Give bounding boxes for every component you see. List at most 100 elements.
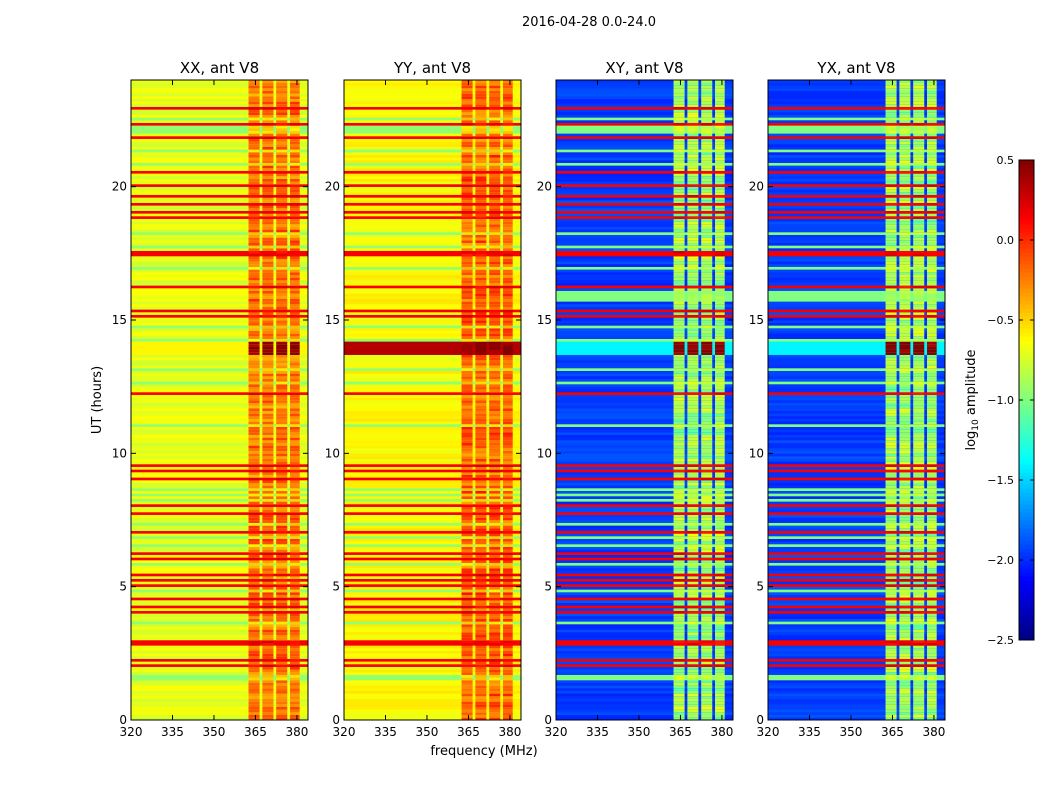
heatmap-cell xyxy=(673,448,685,451)
heatmap-row xyxy=(768,378,945,382)
heatmap-cell xyxy=(899,469,911,473)
heatmap-row xyxy=(768,298,945,302)
heatmap-cell xyxy=(262,573,274,577)
heatmap-row xyxy=(344,560,521,563)
heatmap-cell xyxy=(715,650,725,654)
heatmap-cell xyxy=(885,392,897,395)
heatmap-cell xyxy=(489,333,501,337)
heatmap-row xyxy=(131,442,308,446)
heatmap-cell xyxy=(248,680,260,683)
heatmap-cell xyxy=(927,285,937,289)
heatmap-cell xyxy=(715,136,725,139)
heatmap-cell xyxy=(913,602,925,606)
heatmap-cell xyxy=(927,114,937,118)
heatmap-row xyxy=(344,680,521,683)
heatmap-cell xyxy=(885,541,897,545)
heatmap-cell xyxy=(913,581,925,585)
heatmap-cell xyxy=(927,597,937,601)
heatmap-cell xyxy=(489,568,501,571)
heatmap-cell xyxy=(913,317,925,321)
heatmap-cell xyxy=(927,709,937,713)
heatmap-cell xyxy=(885,146,897,150)
heatmap-cell xyxy=(673,154,685,158)
heatmap-cell xyxy=(899,301,911,305)
heatmap-cell xyxy=(927,538,937,542)
heatmap-cell xyxy=(913,173,925,177)
heatmap-cell xyxy=(276,440,288,443)
heatmap-cell xyxy=(475,266,487,270)
heatmap-row xyxy=(768,200,945,203)
heatmap-cell xyxy=(885,101,897,105)
heatmap-cell xyxy=(899,621,911,625)
heatmap-row xyxy=(131,450,308,454)
heatmap-cell xyxy=(885,464,897,467)
heatmap-cell xyxy=(899,197,911,201)
heatmap-row xyxy=(344,216,521,219)
heatmap-cell xyxy=(248,586,260,590)
heatmap-cell xyxy=(489,466,501,470)
heatmap-row xyxy=(768,80,945,83)
heatmap-cell xyxy=(899,674,911,678)
heatmap-cell xyxy=(673,184,685,187)
heatmap-cell xyxy=(475,370,487,374)
heatmap-cell xyxy=(489,610,501,614)
heatmap-row xyxy=(768,445,945,449)
heatmap-cell xyxy=(687,336,699,339)
heatmap-cell xyxy=(687,408,699,411)
heatmap-cell xyxy=(701,301,713,305)
heatmap-cell xyxy=(913,280,925,283)
heatmap-cell xyxy=(899,234,911,238)
heatmap-cell xyxy=(290,269,300,273)
heatmap-row xyxy=(344,96,521,99)
heatmap-cell xyxy=(262,581,274,585)
heatmap-cell xyxy=(489,530,501,534)
heatmap-cell xyxy=(503,208,513,211)
heatmap-cell xyxy=(687,194,699,198)
heatmap-cell xyxy=(701,282,713,286)
heatmap-row xyxy=(131,645,308,649)
heatmap-cell xyxy=(489,250,501,254)
heatmap-cell xyxy=(475,309,487,313)
heatmap-row xyxy=(131,472,308,475)
heatmap-cell xyxy=(475,658,487,662)
heatmap-cell xyxy=(913,312,925,315)
heatmap-cell xyxy=(885,114,897,118)
heatmap-row xyxy=(131,712,308,715)
heatmap-cell xyxy=(687,189,699,193)
heatmap-row xyxy=(344,397,521,401)
heatmap-cell xyxy=(913,557,925,561)
heatmap-cell xyxy=(899,605,911,609)
heatmap-cell xyxy=(701,424,713,427)
heatmap-cell xyxy=(687,485,699,489)
colorbar-segment xyxy=(1019,556,1034,561)
heatmap-row xyxy=(131,101,308,105)
heatmap-cell xyxy=(503,640,513,643)
heatmap-cell xyxy=(461,144,473,147)
heatmap-row xyxy=(344,421,521,425)
heatmap-cell xyxy=(673,130,685,134)
heatmap-cell xyxy=(262,530,274,534)
heatmap-cell xyxy=(262,112,274,115)
heatmap-cell xyxy=(489,634,501,638)
heatmap-row xyxy=(768,170,945,174)
heatmap-cell xyxy=(248,666,260,670)
heatmap-cell xyxy=(701,226,713,230)
heatmap-cell xyxy=(475,338,487,342)
heatmap-cell xyxy=(262,168,274,171)
axes-frame xyxy=(130,79,309,721)
heatmap-cell xyxy=(290,349,300,353)
heatmap-cell xyxy=(248,538,260,542)
colorbar-segment xyxy=(1019,592,1034,597)
heatmap-cell xyxy=(687,682,699,686)
heatmap-cell xyxy=(899,173,911,177)
heatmap-cell xyxy=(262,141,274,145)
heatmap-cell xyxy=(248,557,260,561)
heatmap-cell xyxy=(461,538,473,542)
heatmap-row xyxy=(768,312,945,315)
heatmap-cell xyxy=(489,258,501,262)
heatmap-cell xyxy=(503,544,513,547)
heatmap-cell xyxy=(885,408,897,411)
heatmap-cell xyxy=(885,608,897,611)
heatmap-row xyxy=(556,605,733,609)
heatmap-cell xyxy=(461,181,473,185)
